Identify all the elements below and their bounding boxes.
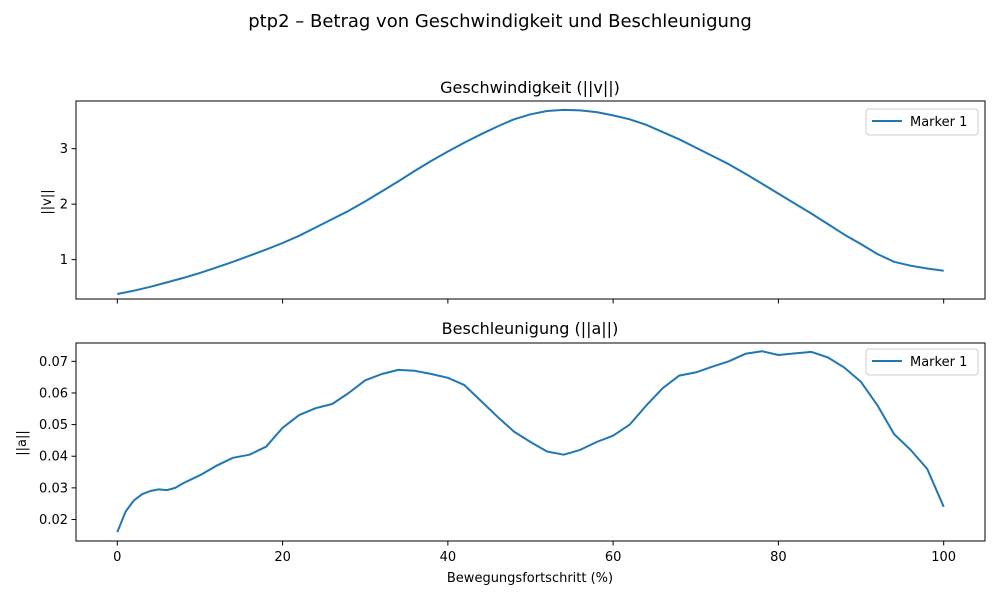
acceleration-x-tick-label: 0 bbox=[113, 550, 121, 565]
acceleration-y-tick-label: 0.03 bbox=[39, 481, 68, 496]
acceleration-y-tick-label: 0.05 bbox=[39, 418, 68, 433]
acceleration-x-tick-label: 20 bbox=[274, 550, 291, 565]
velocity-ylabel: ||v|| bbox=[40, 189, 55, 214]
x-axis-label: Bewegungsfortschritt (%) bbox=[447, 571, 613, 586]
acceleration-y-tick-label: 0.04 bbox=[39, 450, 68, 465]
acceleration-series-line bbox=[116, 350, 945, 533]
acceleration-y-tick-label: 0.07 bbox=[39, 355, 68, 370]
acceleration-x-tick-label: 80 bbox=[770, 550, 787, 565]
acceleration-ticks: 0 20 40 60 80 100 0.02 0.03 0.04 0.05 0.06 0.07 bbox=[39, 355, 956, 565]
acceleration-legend-label: Marker 1 bbox=[910, 355, 967, 370]
velocity-y-tick-label: 3 bbox=[60, 142, 68, 157]
velocity-legend-label: Marker 1 bbox=[910, 115, 967, 130]
velocity-title: Geschwindigkeit (||v||) bbox=[440, 78, 620, 97]
acceleration-subplot: Beschleunigung (||a||) ||a|| 0 20 40 60 80 10… bbox=[15, 319, 986, 586]
acceleration-ylabel: ||a|| bbox=[15, 430, 30, 456]
velocity-legend-box bbox=[865, 108, 979, 136]
velocity-series-group bbox=[117, 108, 944, 295]
acceleration-title: Beschleunigung (||a||) bbox=[442, 319, 619, 338]
velocity-legend: Marker 1 bbox=[865, 108, 979, 136]
velocity-y-tick-label: 2 bbox=[60, 198, 68, 213]
acceleration-legend: Marker 1 bbox=[865, 348, 979, 376]
velocity-series-line bbox=[117, 108, 944, 295]
velocity-subplot: Geschwindigkeit (||v||) ||v|| 1 2 3 Marker… bbox=[40, 78, 986, 304]
figure-suptitle: ptp2 – Betrag von Geschwindigkeit und Be… bbox=[248, 11, 752, 32]
velocity-y-tick-label: 1 bbox=[60, 253, 68, 268]
acceleration-x-tick-label: 40 bbox=[440, 550, 457, 565]
acceleration-x-tick-label: 60 bbox=[605, 550, 622, 565]
velocity-plot-frame bbox=[75, 100, 986, 300]
acceleration-y-tick-label: 0.02 bbox=[39, 513, 68, 528]
acceleration-series-group bbox=[116, 350, 945, 533]
acceleration-y-tick-label: 0.06 bbox=[39, 386, 68, 401]
velocity-ticks: 1 2 3 bbox=[60, 142, 945, 304]
acceleration-plot-frame bbox=[75, 342, 986, 542]
acceleration-legend-box bbox=[865, 348, 979, 376]
acceleration-x-tick-label: 100 bbox=[931, 550, 956, 565]
